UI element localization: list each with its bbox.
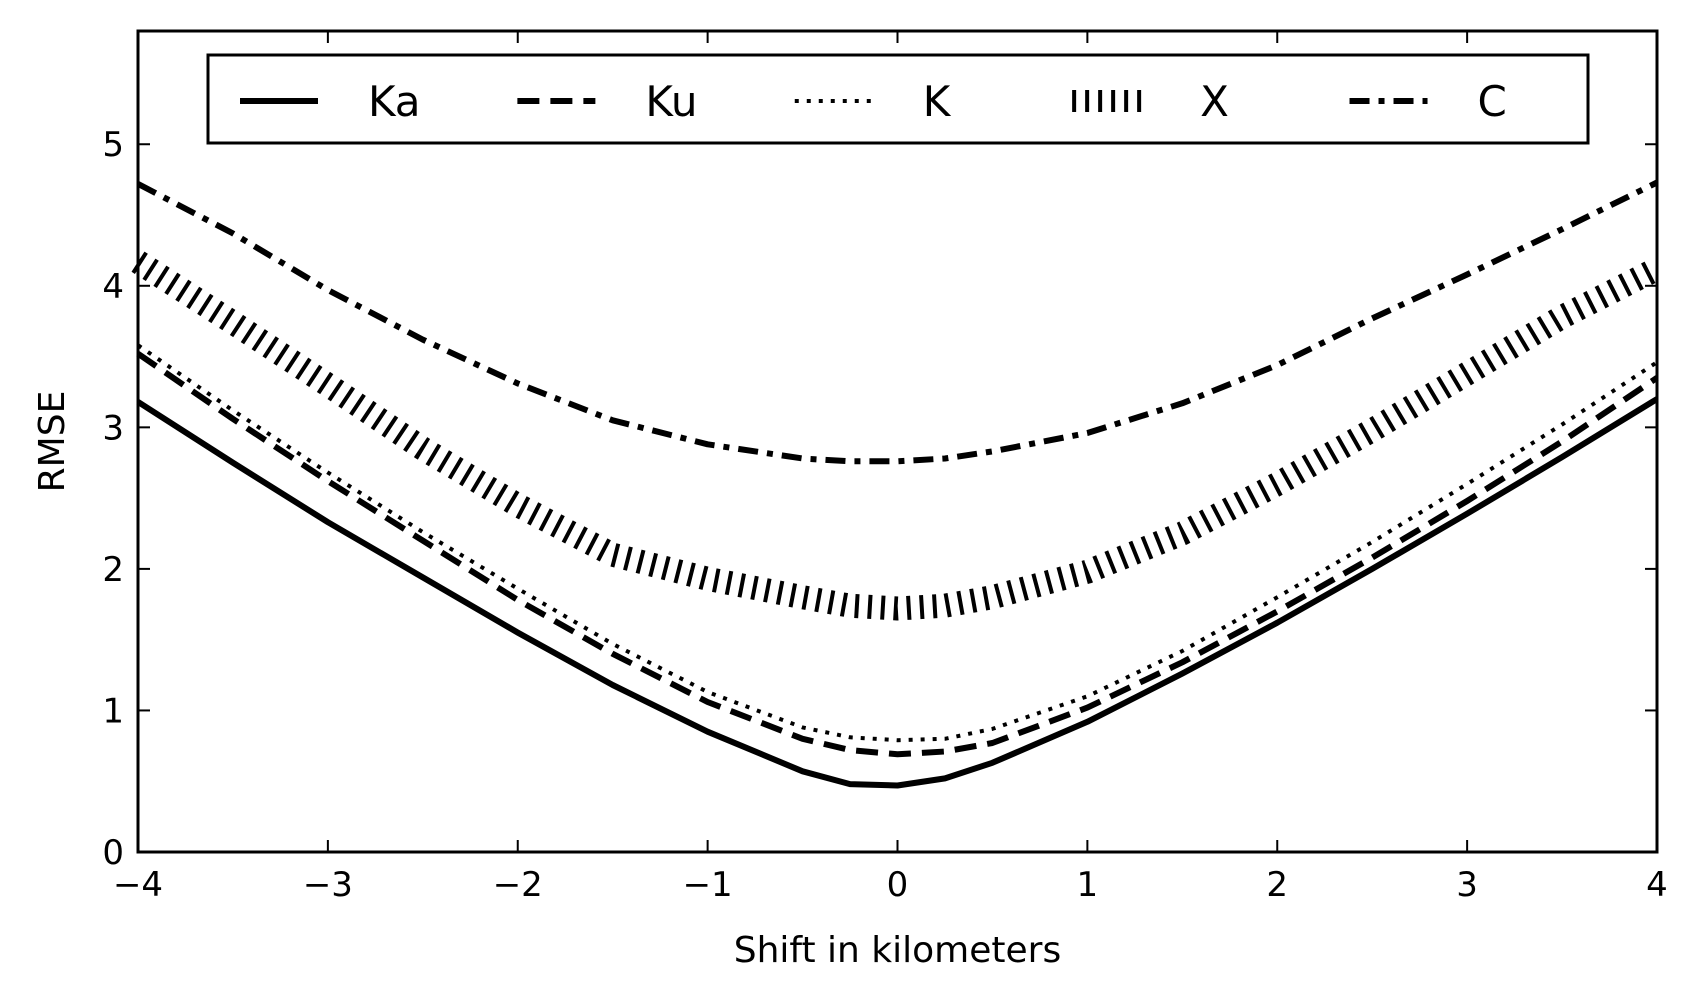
x-tick-label: 2 <box>1266 865 1288 905</box>
legend-label-k: K <box>923 77 952 126</box>
plot-frame <box>138 31 1657 852</box>
y-tick-label: 0 <box>102 833 124 873</box>
x-tick-label: −2 <box>493 865 543 905</box>
y-tick-label: 4 <box>102 267 124 307</box>
legend-label-c: C <box>1478 77 1507 126</box>
x-tick-label: 4 <box>1646 865 1668 905</box>
x-tick-label: −3 <box>303 865 353 905</box>
legend: Ka Ku K X C <box>208 55 1588 143</box>
y-tick-label: 5 <box>102 125 124 165</box>
y-tick-label: 3 <box>102 408 124 448</box>
legend-label-ka: Ka <box>368 77 421 126</box>
series-line-ka <box>138 399 1657 786</box>
x-tick-label: 3 <box>1456 865 1478 905</box>
y-tick-label: 1 <box>102 691 124 731</box>
y-axis-label: RMSE <box>32 391 73 493</box>
x-tick-label: −1 <box>683 865 733 905</box>
x-axis-label: Shift in kilometers <box>734 930 1061 971</box>
plot-area <box>138 183 1657 786</box>
x-tick-label: 1 <box>1077 865 1099 905</box>
x-tick-label: 0 <box>887 865 909 905</box>
legend-label-ku: Ku <box>645 77 697 126</box>
y-tick-label: 2 <box>102 550 124 590</box>
series-line-x <box>138 262 1657 609</box>
series-line-c <box>138 183 1657 462</box>
legend-label-x: X <box>1200 77 1229 126</box>
